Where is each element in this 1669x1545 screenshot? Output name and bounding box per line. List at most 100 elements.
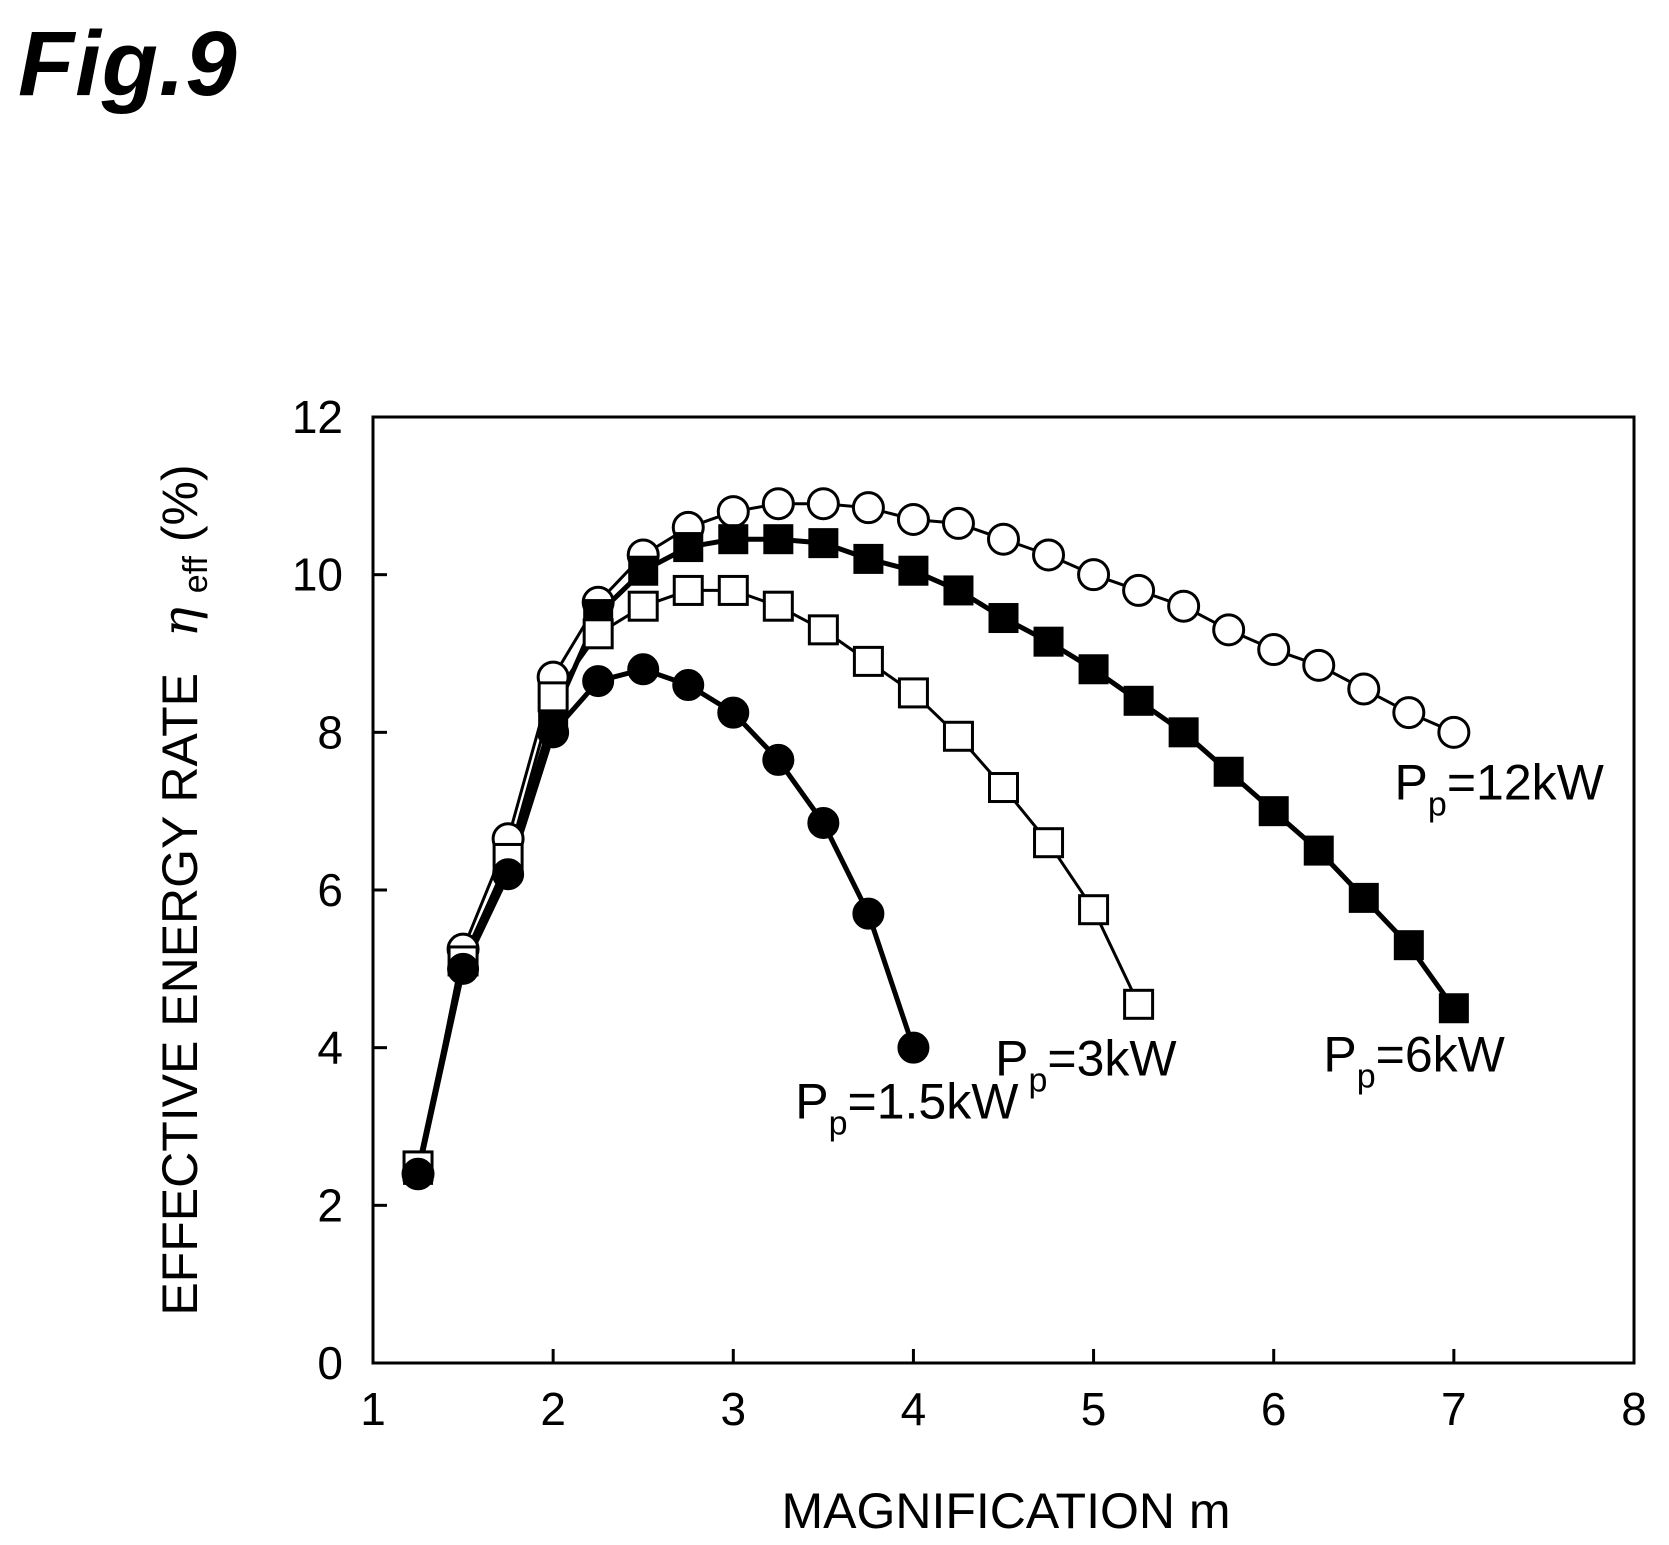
- data-point-series-1: [1078, 894, 1110, 926]
- data-point-series-3: [1167, 589, 1201, 623]
- data-point-series-0: [852, 897, 885, 930]
- data-point-series-3: [1257, 633, 1291, 667]
- y-axis-title-subscript: eff: [177, 555, 215, 593]
- data-point-series-1: [988, 772, 1019, 804]
- data-point-series-0: [447, 952, 480, 985]
- x-tick-label: 6: [1261, 1383, 1287, 1435]
- data-point-series-1: [1123, 988, 1155, 1020]
- series-label-main: P: [1395, 754, 1428, 810]
- data-point-series-3: [1437, 715, 1471, 749]
- y-tick-label: 10: [292, 549, 343, 601]
- data-point-series-2: [988, 603, 1019, 634]
- data-point-series-0: [537, 716, 570, 749]
- data-point-series-2: [943, 575, 974, 606]
- data-point-series-3: [896, 502, 930, 536]
- data-point-series-3: [1077, 558, 1111, 592]
- series-label-sub: p: [1028, 1061, 1047, 1099]
- data-point-series-2: [1258, 796, 1289, 827]
- x-tick-label: 1: [360, 1383, 386, 1435]
- data-point-series-3: [851, 491, 885, 525]
- data-point-series-2: [1303, 835, 1334, 866]
- x-tick-label: 7: [1441, 1383, 1467, 1435]
- data-point-series-1: [762, 590, 794, 622]
- data-point-series-3: [1032, 538, 1066, 572]
- data-point-series-2: [628, 555, 659, 586]
- data-point-series-0: [672, 669, 705, 702]
- data-point-series-0: [762, 743, 795, 776]
- data-point-series-0: [492, 858, 525, 891]
- data-point-series-0: [807, 806, 840, 839]
- data-point-series-1: [942, 720, 974, 752]
- data-point-series-2: [808, 528, 839, 559]
- plot-frame: [371, 415, 1636, 1365]
- data-point-series-0: [897, 1031, 930, 1064]
- data-point-series-3: [1122, 573, 1156, 607]
- data-point-series-0: [717, 696, 750, 729]
- series-label-3: Pp=12kW: [1395, 754, 1605, 823]
- series-label-1: Pp=3kW: [995, 1030, 1177, 1099]
- data-point-series-3: [761, 487, 795, 521]
- data-point-series-2: [1438, 993, 1469, 1024]
- data-point-series-0: [582, 665, 615, 698]
- data-point-series-2: [853, 543, 884, 574]
- y-axis-ticks: 0 2 4 6 8 10 12: [292, 391, 387, 1389]
- series-line-0: [415, 666, 916, 1175]
- data-point-series-1: [852, 645, 884, 677]
- data-point-series-0: [627, 653, 660, 686]
- data-point-series-2: [718, 524, 749, 555]
- data-point-series-3: [806, 487, 840, 521]
- data-point-series-2: [1213, 756, 1244, 787]
- series-label-rest: =3kW: [1047, 1030, 1177, 1086]
- y-axis-title-symbol: η: [151, 607, 209, 637]
- series-label-2: Pp=6kW: [1323, 1026, 1505, 1095]
- data-point-series-2: [898, 555, 929, 586]
- data-point-series-3: [987, 522, 1020, 556]
- x-tick-label: 4: [901, 1383, 927, 1435]
- data-point-series-3: [716, 495, 750, 529]
- x-tick-label: 5: [1081, 1383, 1107, 1435]
- y-tick-label: 0: [317, 1337, 343, 1389]
- data-point-series-3: [1392, 696, 1426, 730]
- data-point-series-2: [1033, 626, 1064, 657]
- data-point-series-1: [1033, 827, 1065, 859]
- x-axis-ticks: 1 2 3 4 5 6 7 8: [360, 1349, 1647, 1435]
- data-point-series-2: [1123, 685, 1154, 716]
- figure-title: Fig.9: [18, 13, 238, 115]
- series-label-main: P: [995, 1030, 1028, 1086]
- data-point-series-2: [1348, 882, 1379, 913]
- data-point-series-1: [897, 677, 929, 709]
- data-point-series-2: [1168, 717, 1199, 748]
- data-point-series-1: [717, 574, 749, 606]
- series-label-0: Pp=1.5kW: [795, 1074, 1019, 1143]
- data-point-series-3: [1212, 613, 1246, 647]
- data-point-series-0: [402, 1157, 435, 1190]
- data-point-series-2: [673, 532, 704, 563]
- x-tick-label: 8: [1621, 1383, 1647, 1435]
- y-tick-label: 4: [317, 1022, 343, 1074]
- series-label-rest: =6kW: [1376, 1026, 1506, 1082]
- data-point-series-2: [1393, 930, 1424, 961]
- data-point-series-1: [672, 574, 704, 606]
- y-axis-title-unit: (%): [152, 464, 208, 542]
- x-axis-title: MAGNIFICATION m: [781, 1483, 1230, 1539]
- series-label-rest: =12kW: [1447, 754, 1605, 810]
- data-point-series-3: [1302, 648, 1336, 682]
- data-point-series-1: [582, 618, 614, 650]
- data-point-series-1: [537, 681, 569, 713]
- series-label-sub: p: [1428, 785, 1447, 823]
- y-tick-label: 6: [317, 864, 343, 916]
- data-point-series-2: [1078, 654, 1109, 685]
- x-tick-label: 2: [540, 1383, 566, 1435]
- y-tick-label: 2: [317, 1179, 343, 1231]
- series-label-rest: =1.5kW: [848, 1074, 1020, 1130]
- y-tick-label: 12: [292, 391, 343, 443]
- data-point-series-1: [627, 590, 659, 622]
- y-axis-title-main: EFFECTIVE ENERGY RATE: [152, 673, 208, 1316]
- series-markers: [401, 487, 1471, 1191]
- x-tick-label: 3: [720, 1383, 746, 1435]
- series-label-main: P: [1323, 1026, 1356, 1082]
- series-label-sub: p: [829, 1105, 848, 1143]
- data-point-series-1: [807, 614, 839, 646]
- series-label-sub: p: [1357, 1057, 1376, 1095]
